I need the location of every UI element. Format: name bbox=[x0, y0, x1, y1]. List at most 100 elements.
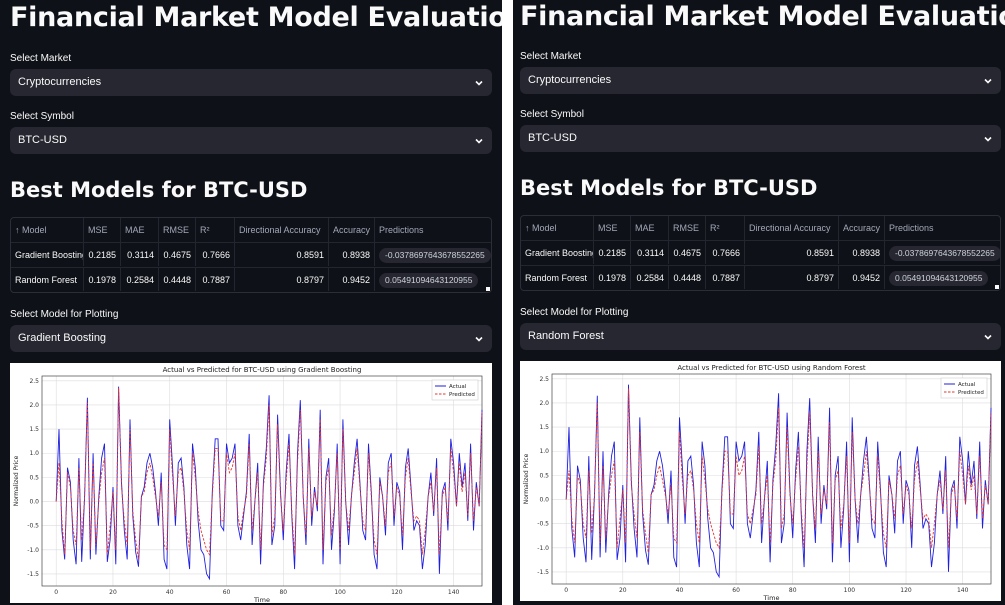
cell-mae[interactable]: 0.2584 bbox=[631, 265, 669, 289]
x-tick-label: 100 bbox=[334, 589, 346, 596]
cell-predictions[interactable]: -0.0378697643678552265 bbox=[885, 240, 1000, 264]
y-tick-label: 1.5 bbox=[29, 426, 39, 433]
cell-rmse[interactable]: 0.4675 bbox=[159, 242, 196, 266]
x-tick-label: 40 bbox=[676, 587, 684, 594]
x-tick-label: 20 bbox=[619, 587, 627, 594]
predictions-pill: -0.0378697643678552265 bbox=[889, 246, 1000, 261]
cell-rmse[interactable]: 0.4448 bbox=[669, 265, 706, 289]
x-tick-label: 60 bbox=[732, 587, 740, 594]
x-tick-label: 20 bbox=[109, 589, 117, 596]
legend-box bbox=[940, 377, 988, 399]
column-header-r2[interactable]: R² bbox=[196, 218, 235, 242]
symbol-label: Select Symbol bbox=[520, 109, 584, 120]
y-axis-label: Normalized Price bbox=[523, 453, 530, 504]
column-header-predictions[interactable]: Predictions bbox=[379, 225, 424, 235]
cell-mse[interactable]: 0.1978 bbox=[594, 265, 631, 289]
cell-r2[interactable]: 0.7887 bbox=[196, 267, 235, 291]
column-header-accuracy[interactable]: Accuracy bbox=[329, 218, 375, 242]
metrics-table[interactable]: ↑ Model MSE MAE RMSE R² Directional Accu… bbox=[10, 217, 492, 293]
market-select[interactable]: Cryptocurrencies bbox=[10, 69, 492, 96]
x-tick-label: 140 bbox=[957, 587, 969, 594]
table-resize-handle[interactable] bbox=[486, 287, 490, 291]
symbol-select[interactable]: BTC-USD bbox=[10, 127, 492, 154]
cell-predictions[interactable]: 0.05491094643120955 bbox=[375, 267, 491, 291]
x-tick-label: 40 bbox=[166, 589, 174, 596]
panel-divider bbox=[502, 0, 513, 605]
column-header-model[interactable]: ↑ Model bbox=[11, 218, 84, 242]
x-tick-label: 100 bbox=[844, 587, 856, 594]
y-tick-label: -1.5 bbox=[27, 571, 39, 578]
cell-model[interactable]: Random Forest bbox=[521, 265, 594, 289]
y-tick-label: 1.5 bbox=[539, 424, 549, 431]
column-header-accuracy[interactable]: Accuracy bbox=[839, 216, 885, 240]
column-header-r2[interactable]: R² bbox=[706, 216, 745, 240]
legend-label: Actual bbox=[958, 382, 976, 388]
column-header-directional-accuracy[interactable]: Directional Accuracy bbox=[745, 216, 839, 240]
x-tick-label: 120 bbox=[391, 589, 403, 596]
plot-model-select[interactable]: Gradient Boosting bbox=[10, 325, 492, 352]
cell-directional-accuracy[interactable]: 0.8797 bbox=[745, 265, 839, 289]
cell-r2[interactable]: 0.7887 bbox=[706, 265, 745, 289]
y-tick-label: 1.0 bbox=[539, 448, 549, 455]
market-select[interactable]: Cryptocurrencies bbox=[520, 67, 1001, 94]
chevron-down-icon bbox=[984, 136, 992, 142]
column-header-rmse[interactable]: RMSE bbox=[159, 218, 196, 242]
plot-model-select[interactable]: Random Forest bbox=[520, 323, 1001, 350]
chart-title: Actual vs Predicted for BTC-USD using Gr… bbox=[163, 366, 362, 374]
x-axis-label: Time bbox=[763, 594, 780, 601]
plot-area-frame bbox=[41, 375, 483, 587]
cell-mse[interactable]: 0.1978 bbox=[84, 267, 121, 291]
predictions-pill: 0.05491094643120955 bbox=[379, 273, 479, 288]
app-content: Financial Market Model Evaluation Select… bbox=[10, 0, 502, 605]
column-header-directional-accuracy[interactable]: Directional Accuracy bbox=[235, 218, 329, 242]
cell-predictions[interactable]: 0.05491094643120955 bbox=[885, 265, 1000, 289]
x-tick-label: 0 bbox=[54, 589, 58, 596]
cell-accuracy[interactable]: 0.8938 bbox=[839, 240, 885, 264]
y-tick-label: -0.5 bbox=[537, 521, 549, 528]
series-line-predicted bbox=[565, 388, 992, 553]
cell-directional-accuracy[interactable]: 0.8797 bbox=[235, 267, 329, 291]
cell-accuracy[interactable]: 0.9452 bbox=[329, 267, 375, 291]
x-tick-label: 120 bbox=[900, 587, 912, 594]
y-tick-label: 2.0 bbox=[29, 402, 39, 409]
column-header-rmse[interactable]: RMSE bbox=[669, 216, 706, 240]
legend-box bbox=[431, 379, 479, 401]
cell-model[interactable]: Gradient Boosting bbox=[521, 240, 594, 264]
market-label: Select Market bbox=[520, 51, 582, 62]
cell-predictions[interactable]: -0.0378697643678552265 bbox=[375, 242, 491, 266]
chart-image: Actual vs Predicted for BTC-USD using Ra… bbox=[520, 361, 1001, 602]
cell-rmse[interactable]: 0.4675 bbox=[669, 240, 706, 264]
x-tick-label: 80 bbox=[789, 587, 797, 594]
cell-model[interactable]: Random Forest bbox=[11, 267, 84, 291]
column-header-mae[interactable]: MAE bbox=[631, 216, 669, 240]
cell-model[interactable]: Gradient Boosting bbox=[11, 242, 84, 266]
column-header-predictions[interactable]: Predictions bbox=[889, 223, 934, 233]
plot-model-label: Select Model for Plotting bbox=[520, 307, 629, 318]
cell-mae[interactable]: 0.2584 bbox=[121, 267, 159, 291]
cell-directional-accuracy[interactable]: 0.8591 bbox=[235, 242, 329, 266]
y-tick-label: 2.5 bbox=[29, 378, 39, 385]
market-select-value: Cryptocurrencies bbox=[18, 76, 102, 88]
market-label: Select Market bbox=[10, 53, 72, 64]
cell-mae[interactable]: 0.3114 bbox=[121, 242, 159, 266]
cell-directional-accuracy[interactable]: 0.8591 bbox=[745, 240, 839, 264]
y-tick-label: -0.5 bbox=[27, 523, 39, 530]
app-content: Financial Market Model Evaluation Select… bbox=[520, 0, 1005, 605]
best-models-heading: Best Models for BTC-USD bbox=[520, 176, 818, 200]
column-header-model[interactable]: ↑ Model bbox=[521, 216, 594, 240]
column-header-mse[interactable]: MSE bbox=[84, 218, 121, 242]
chevron-down-icon bbox=[475, 336, 483, 342]
metrics-table[interactable]: ↑ Model MSE MAE RMSE R² Directional Accu… bbox=[520, 215, 1001, 291]
cell-mae[interactable]: 0.3114 bbox=[631, 240, 669, 264]
cell-accuracy[interactable]: 0.9452 bbox=[839, 265, 885, 289]
cell-rmse[interactable]: 0.4448 bbox=[159, 267, 196, 291]
column-header-mse[interactable]: MSE bbox=[594, 216, 631, 240]
cell-mse[interactable]: 0.2185 bbox=[594, 240, 631, 264]
table-resize-handle[interactable] bbox=[995, 285, 999, 289]
symbol-select[interactable]: BTC-USD bbox=[520, 125, 1001, 152]
cell-r2[interactable]: 0.7666 bbox=[196, 242, 235, 266]
cell-r2[interactable]: 0.7666 bbox=[706, 240, 745, 264]
column-header-mae[interactable]: MAE bbox=[121, 218, 159, 242]
cell-mse[interactable]: 0.2185 bbox=[84, 242, 121, 266]
cell-accuracy[interactable]: 0.8938 bbox=[329, 242, 375, 266]
